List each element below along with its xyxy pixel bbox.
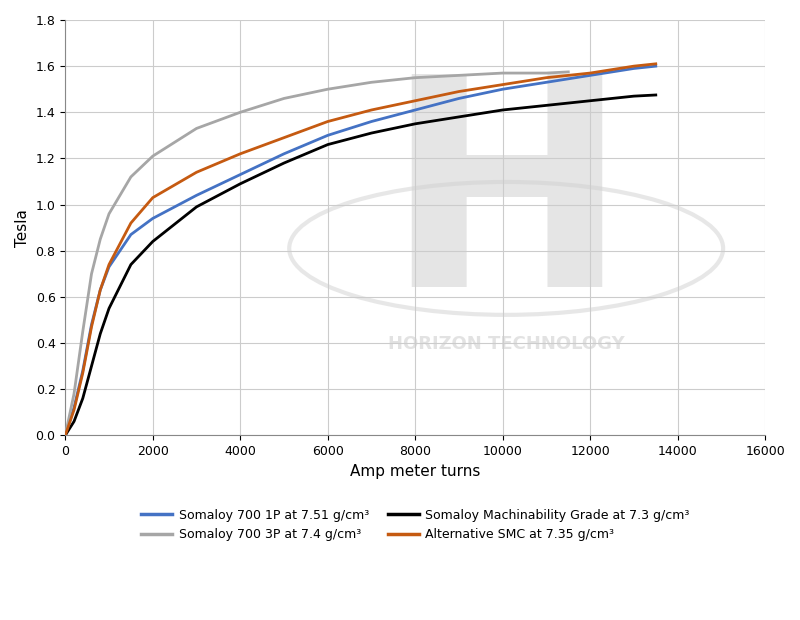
Legend: Somaloy 700 1P at 7.51 g/cm³, Somaloy 700 3P at 7.4 g/cm³, Somaloy Machinability: Somaloy 700 1P at 7.51 g/cm³, Somaloy 70… — [136, 504, 694, 546]
Somaloy 700 1P at 7.51 g/cm³ — [78, 367, 87, 374]
Alternative SMC at 7.35 g/cm³ — [542, 74, 551, 81]
Somaloy 700 3P at 7.4 g/cm³ — [78, 328, 87, 335]
Somaloy Machinability Grade at 7.3 g/cm³ — [61, 432, 70, 439]
Alternative SMC at 7.35 g/cm³ — [70, 406, 79, 414]
Alternative SMC at 7.35 g/cm³ — [454, 88, 464, 95]
Somaloy 700 3P at 7.4 g/cm³ — [410, 74, 420, 81]
Y-axis label: Tesla: Tesla — [15, 209, 30, 247]
Somaloy Machinability Grade at 7.3 g/cm³ — [454, 113, 464, 121]
Somaloy Machinability Grade at 7.3 g/cm³ — [586, 97, 595, 105]
Somaloy Machinability Grade at 7.3 g/cm³ — [366, 130, 376, 137]
Somaloy 700 3P at 7.4 g/cm³ — [498, 69, 507, 77]
Alternative SMC at 7.35 g/cm³ — [61, 432, 70, 439]
Somaloy 700 1P at 7.51 g/cm³ — [104, 263, 114, 270]
Somaloy 700 3P at 7.4 g/cm³ — [61, 432, 70, 439]
Alternative SMC at 7.35 g/cm³ — [86, 323, 96, 330]
Alternative SMC at 7.35 g/cm³ — [78, 370, 87, 377]
Alternative SMC at 7.35 g/cm³ — [104, 261, 114, 268]
Alternative SMC at 7.35 g/cm³ — [126, 219, 136, 227]
Somaloy 700 1P at 7.51 g/cm³ — [586, 72, 595, 79]
Alternative SMC at 7.35 g/cm³ — [148, 194, 158, 202]
Somaloy Machinability Grade at 7.3 g/cm³ — [498, 106, 507, 113]
Alternative SMC at 7.35 g/cm³ — [323, 118, 333, 125]
Somaloy Machinability Grade at 7.3 g/cm³ — [651, 91, 661, 99]
Somaloy 700 3P at 7.4 g/cm³ — [323, 86, 333, 93]
Somaloy Machinability Grade at 7.3 g/cm³ — [78, 395, 87, 402]
Somaloy 700 1P at 7.51 g/cm³ — [86, 321, 96, 328]
Somaloy 700 1P at 7.51 g/cm³ — [279, 150, 289, 157]
Alternative SMC at 7.35 g/cm³ — [95, 286, 105, 294]
X-axis label: Amp meter turns: Amp meter turns — [350, 464, 480, 479]
Somaloy 700 1P at 7.51 g/cm³ — [148, 215, 158, 222]
Somaloy 700 3P at 7.4 g/cm³ — [70, 390, 79, 397]
Somaloy 700 1P at 7.51 g/cm³ — [366, 118, 376, 125]
Somaloy 700 3P at 7.4 g/cm³ — [563, 68, 573, 76]
Somaloy 700 1P at 7.51 g/cm³ — [498, 86, 507, 93]
Alternative SMC at 7.35 g/cm³ — [586, 69, 595, 77]
Somaloy 700 3P at 7.4 g/cm³ — [192, 125, 202, 132]
Somaloy 700 3P at 7.4 g/cm³ — [148, 153, 158, 160]
Somaloy 700 1P at 7.51 g/cm³ — [542, 79, 551, 86]
Somaloy 700 3P at 7.4 g/cm³ — [235, 108, 245, 116]
Line: Somaloy 700 1P at 7.51 g/cm³: Somaloy 700 1P at 7.51 g/cm³ — [66, 66, 656, 435]
Somaloy 700 3P at 7.4 g/cm³ — [454, 72, 464, 79]
Somaloy 700 3P at 7.4 g/cm³ — [126, 173, 136, 180]
Somaloy 700 1P at 7.51 g/cm³ — [323, 131, 333, 139]
Line: Somaloy Machinability Grade at 7.3 g/cm³: Somaloy Machinability Grade at 7.3 g/cm³ — [66, 95, 656, 435]
Somaloy 700 3P at 7.4 g/cm³ — [86, 270, 96, 278]
Somaloy 700 1P at 7.51 g/cm³ — [629, 64, 638, 72]
Somaloy 700 1P at 7.51 g/cm³ — [235, 171, 245, 179]
Alternative SMC at 7.35 g/cm³ — [651, 60, 661, 68]
Somaloy Machinability Grade at 7.3 g/cm³ — [126, 261, 136, 268]
Somaloy 700 1P at 7.51 g/cm³ — [454, 95, 464, 102]
Somaloy 700 1P at 7.51 g/cm³ — [126, 231, 136, 238]
Somaloy 700 3P at 7.4 g/cm³ — [366, 79, 376, 86]
Text: H: H — [384, 65, 628, 348]
Line: Somaloy 700 3P at 7.4 g/cm³: Somaloy 700 3P at 7.4 g/cm³ — [66, 72, 568, 435]
Somaloy 700 1P at 7.51 g/cm³ — [410, 106, 420, 113]
Somaloy Machinability Grade at 7.3 g/cm³ — [104, 304, 114, 312]
Somaloy Machinability Grade at 7.3 g/cm³ — [95, 330, 105, 337]
Somaloy Machinability Grade at 7.3 g/cm³ — [70, 418, 79, 425]
Alternative SMC at 7.35 g/cm³ — [192, 169, 202, 176]
Somaloy Machinability Grade at 7.3 g/cm³ — [192, 203, 202, 211]
Somaloy 700 1P at 7.51 g/cm³ — [95, 286, 105, 294]
Somaloy 700 3P at 7.4 g/cm³ — [104, 210, 114, 218]
Somaloy 700 3P at 7.4 g/cm³ — [279, 95, 289, 102]
Somaloy Machinability Grade at 7.3 g/cm³ — [279, 159, 289, 167]
Alternative SMC at 7.35 g/cm³ — [235, 150, 245, 157]
Text: HORIZON TECHNOLOGY: HORIZON TECHNOLOGY — [388, 335, 625, 353]
Somaloy 700 3P at 7.4 g/cm³ — [542, 69, 551, 77]
Alternative SMC at 7.35 g/cm³ — [410, 97, 420, 105]
Somaloy 700 1P at 7.51 g/cm³ — [192, 192, 202, 199]
Somaloy Machinability Grade at 7.3 g/cm³ — [235, 180, 245, 187]
Somaloy Machinability Grade at 7.3 g/cm³ — [542, 102, 551, 109]
Somaloy 700 3P at 7.4 g/cm³ — [95, 236, 105, 243]
Somaloy Machinability Grade at 7.3 g/cm³ — [629, 92, 638, 100]
Somaloy 700 1P at 7.51 g/cm³ — [61, 432, 70, 439]
Somaloy Machinability Grade at 7.3 g/cm³ — [323, 141, 333, 148]
Somaloy Machinability Grade at 7.3 g/cm³ — [86, 362, 96, 370]
Alternative SMC at 7.35 g/cm³ — [366, 106, 376, 113]
Alternative SMC at 7.35 g/cm³ — [629, 63, 638, 70]
Alternative SMC at 7.35 g/cm³ — [279, 134, 289, 141]
Somaloy Machinability Grade at 7.3 g/cm³ — [148, 237, 158, 245]
Somaloy Machinability Grade at 7.3 g/cm³ — [410, 120, 420, 128]
Somaloy 700 1P at 7.51 g/cm³ — [651, 63, 661, 70]
Line: Alternative SMC at 7.35 g/cm³: Alternative SMC at 7.35 g/cm³ — [66, 64, 656, 435]
Alternative SMC at 7.35 g/cm³ — [498, 81, 507, 88]
Somaloy 700 1P at 7.51 g/cm³ — [70, 404, 79, 411]
